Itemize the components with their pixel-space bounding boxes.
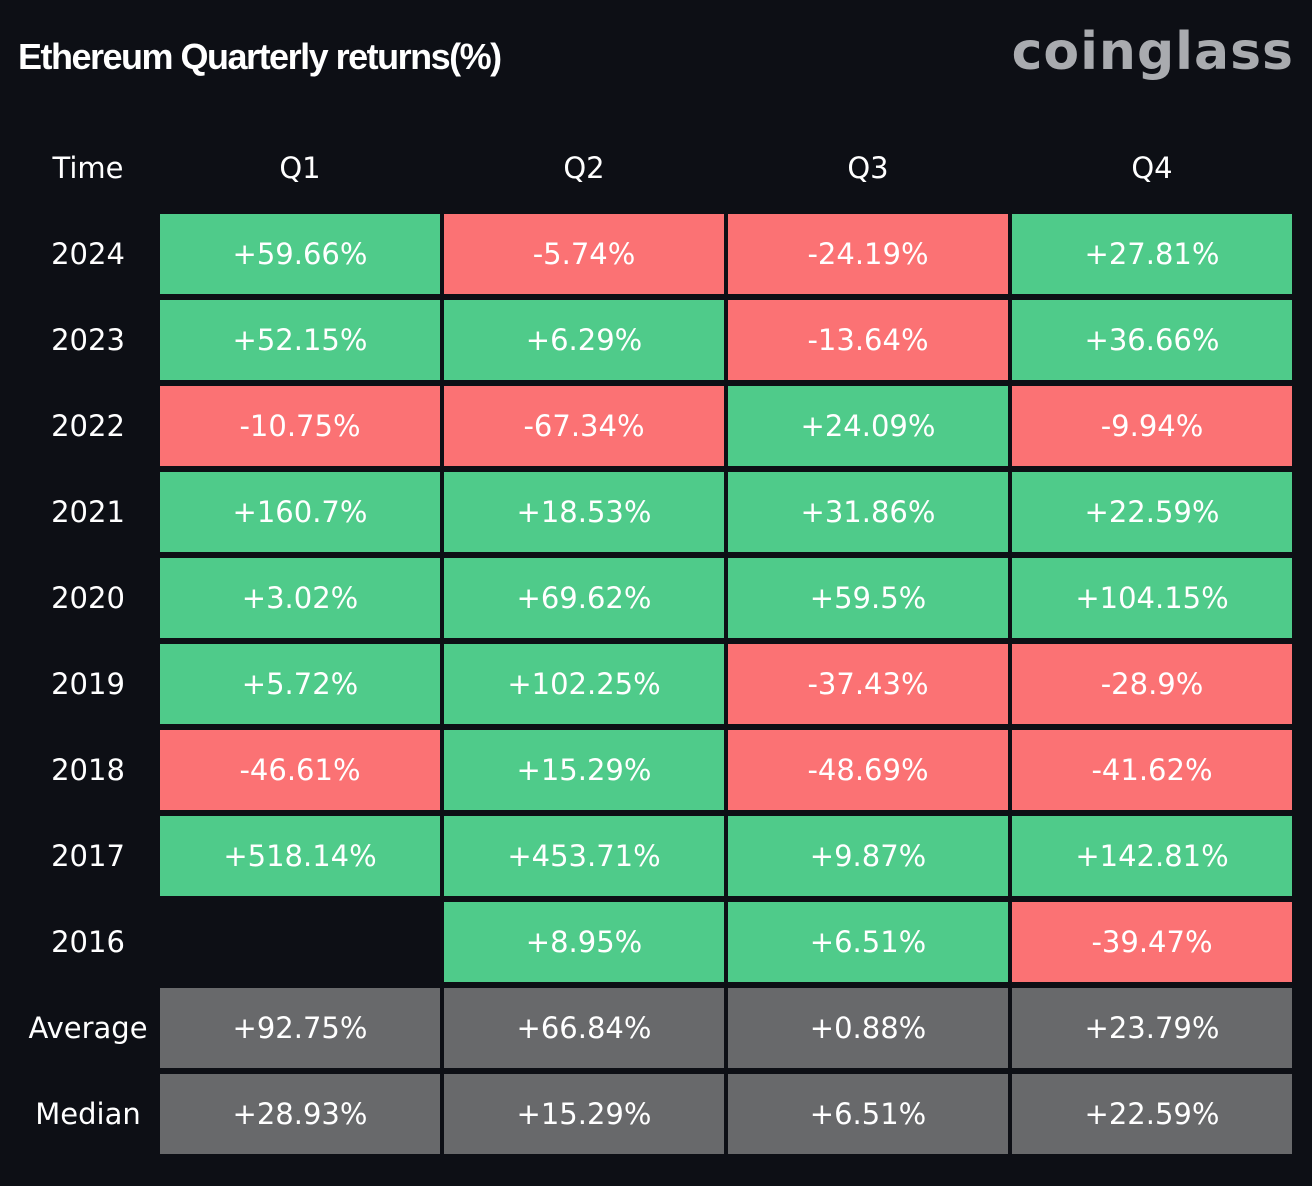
cell-2019-q4: -28.9%	[1012, 644, 1292, 724]
row-label-2021: 2021	[51, 495, 125, 529]
cell-median-q1: +28.93%	[160, 1074, 440, 1154]
cell-2020-q3: +59.5%	[728, 558, 1008, 638]
cell-2017-q1: +518.14%	[160, 816, 440, 896]
cell-2023-q3: -13.64%	[728, 300, 1008, 380]
cell-2016-q3: +6.51%	[728, 902, 1008, 982]
cell-2016-q1	[160, 902, 440, 982]
cell-2020-q4: +104.15%	[1012, 558, 1292, 638]
cell-2017-q3: +9.87%	[728, 816, 1008, 896]
row-label-2018: 2018	[51, 753, 125, 787]
cell-2022-q4: -9.94%	[1012, 386, 1292, 466]
cell-2021-q4: +22.59%	[1012, 472, 1292, 552]
cell-2021-q1: +160.7%	[160, 472, 440, 552]
cell-average-q4: +23.79%	[1012, 988, 1292, 1068]
cell-average-q3: +0.88%	[728, 988, 1008, 1068]
chart-title: Ethereum Quarterly returns(%)	[18, 36, 502, 77]
cell-2018-q3: -48.69%	[728, 730, 1008, 810]
header-q3: Q3	[847, 151, 889, 185]
cell-2019-q2: +102.25%	[444, 644, 724, 724]
cell-2019-q1: +5.72%	[160, 644, 440, 724]
cell-2022-q2: -67.34%	[444, 386, 724, 466]
cell-2017-q2: +453.71%	[444, 816, 724, 896]
cell-2019-q3: -37.43%	[728, 644, 1008, 724]
cell-2024-q1: +59.66%	[160, 214, 440, 294]
coinglass-logo: coinglass	[1011, 22, 1294, 82]
cell-2016-q4: -39.47%	[1012, 902, 1292, 982]
cell-2022-q1: -10.75%	[160, 386, 440, 466]
cell-average-q2: +66.84%	[444, 988, 724, 1068]
row-label-2020: 2020	[51, 581, 125, 615]
header-q2: Q2	[563, 151, 605, 185]
cell-2021-q3: +31.86%	[728, 472, 1008, 552]
cell-2022-q3: +24.09%	[728, 386, 1008, 466]
cell-2020-q2: +69.62%	[444, 558, 724, 638]
row-label-median: Median	[35, 1097, 141, 1131]
cell-2024-q3: -24.19%	[728, 214, 1008, 294]
cell-2018-q4: -41.62%	[1012, 730, 1292, 810]
row-label-average: Average	[28, 1011, 148, 1045]
cell-2023-q1: +52.15%	[160, 300, 440, 380]
header-q1: Q1	[279, 151, 321, 185]
row-label-2017: 2017	[51, 839, 125, 873]
cell-median-q4: +22.59%	[1012, 1074, 1292, 1154]
cell-median-q2: +15.29%	[444, 1074, 724, 1154]
cell-2024-q2: -5.74%	[444, 214, 724, 294]
cell-2024-q4: +27.81%	[1012, 214, 1292, 294]
cell-2018-q2: +15.29%	[444, 730, 724, 810]
cell-2023-q2: +6.29%	[444, 300, 724, 380]
row-label-2019: 2019	[51, 667, 125, 701]
cell-2016-q2: +8.95%	[444, 902, 724, 982]
cell-2020-q1: +3.02%	[160, 558, 440, 638]
cell-2023-q4: +36.66%	[1012, 300, 1292, 380]
cell-median-q3: +6.51%	[728, 1074, 1008, 1154]
header-time: Time	[52, 151, 124, 185]
row-label-2023: 2023	[51, 323, 125, 357]
cell-average-q1: +92.75%	[160, 988, 440, 1068]
row-label-2016: 2016	[51, 925, 125, 959]
cell-2017-q4: +142.81%	[1012, 816, 1292, 896]
cell-2018-q1: -46.61%	[160, 730, 440, 810]
header-q4: Q4	[1131, 151, 1173, 185]
row-label-2022: 2022	[51, 409, 125, 443]
row-label-2024: 2024	[51, 237, 125, 271]
cell-2021-q2: +18.53%	[444, 472, 724, 552]
